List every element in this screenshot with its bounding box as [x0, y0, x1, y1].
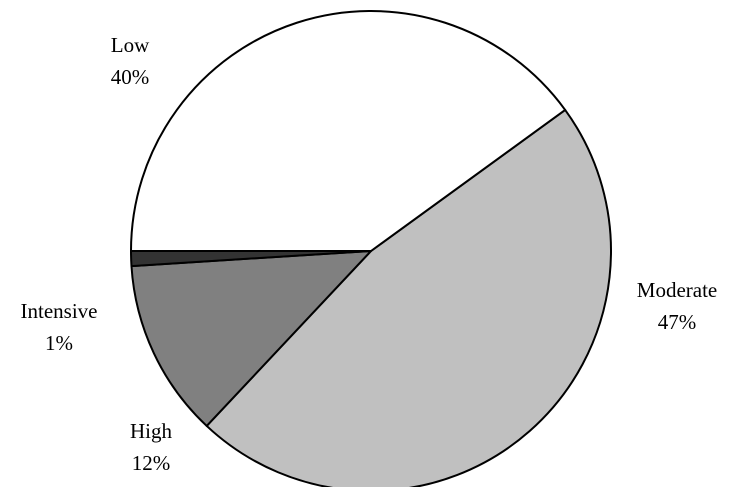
slice-label-low: Low	[111, 33, 150, 57]
pie-labels: Moderate 47% High 12% Intensive 1% Low 40%	[21, 33, 718, 475]
slice-label-high: High	[130, 419, 173, 443]
pie-slices	[129, 10, 612, 487]
pie-slice-moderate	[205, 108, 612, 487]
pie-slice-high	[130, 250, 372, 427]
slice-value-moderate: 47%	[658, 310, 697, 334]
pie-slice-low	[130, 10, 567, 252]
slice-value-intensive: 1%	[45, 331, 73, 355]
slice-label-moderate: Moderate	[637, 278, 717, 302]
slice-value-high: 12%	[132, 451, 171, 475]
slice-label-intensive: Intensive	[21, 299, 98, 323]
slice-value-low: 40%	[111, 65, 150, 89]
